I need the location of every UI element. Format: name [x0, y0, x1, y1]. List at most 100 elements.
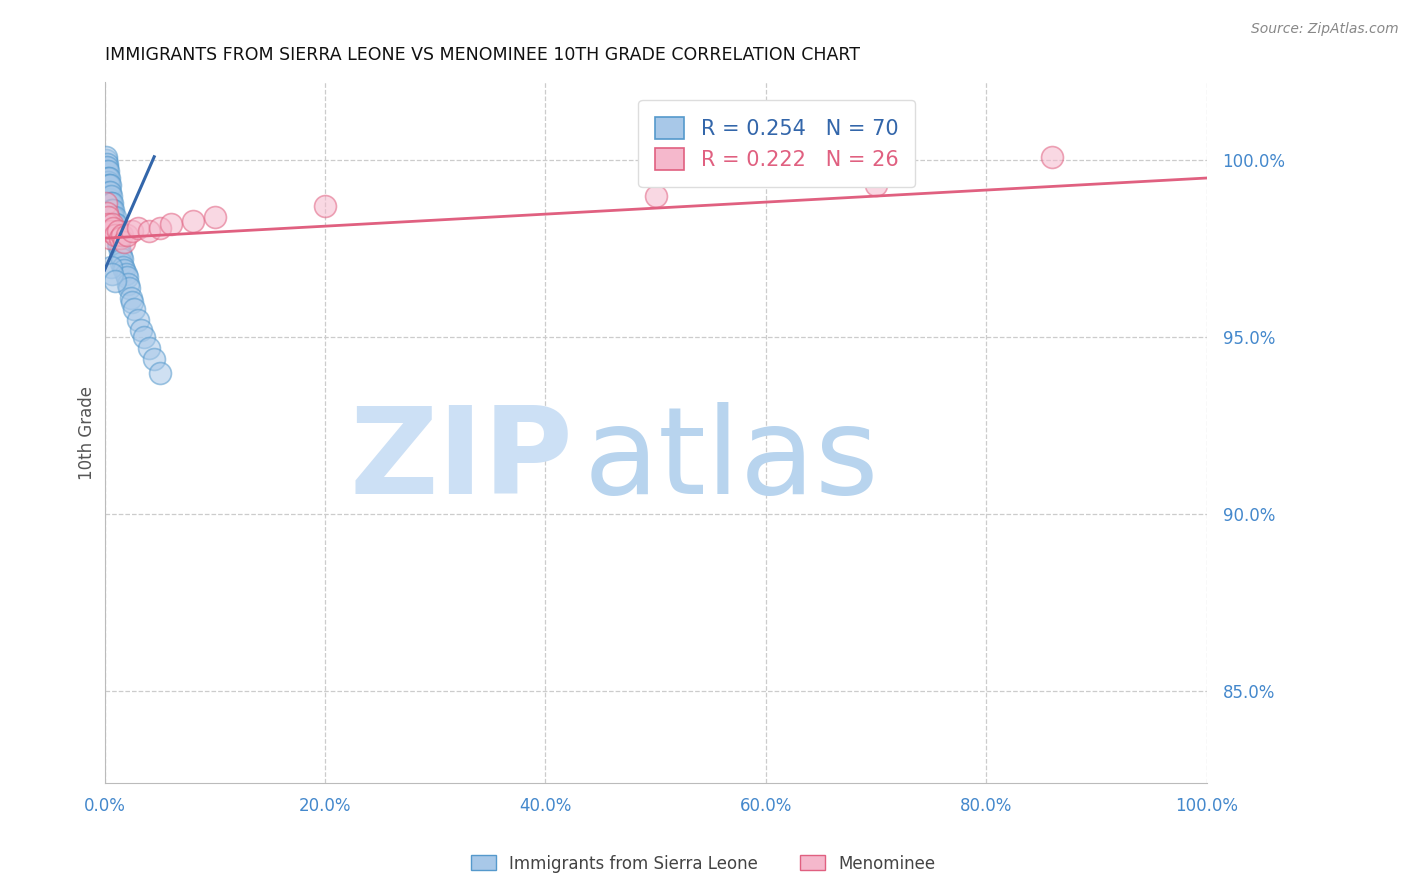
Point — [204, 210, 226, 224]
Point — [103, 217, 125, 231]
Point — [94, 195, 117, 210]
Point — [1040, 150, 1063, 164]
Point — [100, 188, 122, 202]
Legend: R = 0.254   N = 70, R = 0.222   N = 26: R = 0.254 N = 70, R = 0.222 N = 26 — [638, 100, 915, 187]
Point — [143, 351, 166, 366]
Point — [100, 224, 122, 238]
Point — [110, 256, 132, 270]
Point — [98, 178, 121, 193]
Point — [149, 366, 172, 380]
Point — [98, 171, 121, 186]
Point — [98, 185, 121, 199]
Point — [129, 323, 152, 337]
Point — [94, 175, 117, 189]
Point — [108, 245, 131, 260]
Point — [181, 213, 204, 227]
Point — [159, 217, 181, 231]
Text: atlas: atlas — [583, 402, 880, 519]
Point — [96, 178, 118, 193]
Point — [101, 217, 124, 231]
Text: Source: ZipAtlas.com: Source: ZipAtlas.com — [1251, 22, 1399, 37]
Point — [96, 164, 118, 178]
Y-axis label: 10th Grade: 10th Grade — [79, 386, 96, 480]
Point — [94, 153, 117, 168]
Point — [107, 231, 129, 245]
Point — [138, 341, 160, 355]
Point — [97, 217, 120, 231]
Point — [96, 171, 118, 186]
Point — [114, 263, 136, 277]
Point — [865, 178, 887, 193]
Point — [98, 202, 121, 217]
Point — [107, 224, 129, 238]
Point — [97, 171, 120, 186]
Point — [96, 150, 118, 164]
Point — [105, 224, 128, 238]
Point — [111, 252, 134, 267]
Point — [115, 270, 138, 285]
Point — [94, 164, 117, 178]
Point — [97, 210, 120, 224]
Point — [108, 231, 131, 245]
Point — [94, 188, 117, 202]
Point — [98, 199, 121, 213]
Point — [127, 220, 149, 235]
Point — [117, 277, 139, 292]
Point — [120, 292, 142, 306]
Point — [96, 181, 118, 195]
Point — [103, 227, 125, 242]
Point — [101, 210, 124, 224]
Text: IMMIGRANTS FROM SIERRA LEONE VS MENOMINEE 10TH GRADE CORRELATION CHART: IMMIGRANTS FROM SIERRA LEONE VS MENOMINE… — [104, 46, 859, 64]
Point — [101, 195, 124, 210]
Point — [100, 195, 122, 210]
Point — [97, 178, 120, 193]
Point — [96, 206, 118, 220]
Point — [98, 195, 121, 210]
Point — [97, 185, 120, 199]
Point — [138, 224, 160, 238]
Point — [100, 202, 122, 217]
Point — [114, 267, 136, 281]
Point — [103, 220, 125, 235]
Point — [114, 235, 136, 249]
Point — [103, 210, 125, 224]
Point — [134, 330, 156, 344]
Text: ZIP: ZIP — [349, 402, 572, 519]
Point — [101, 267, 124, 281]
Point — [149, 220, 172, 235]
Point — [115, 227, 138, 242]
Point — [118, 281, 141, 295]
Point — [110, 249, 132, 263]
Point — [124, 301, 146, 316]
Point — [107, 238, 129, 252]
Point — [100, 260, 122, 274]
Point — [104, 217, 127, 231]
Point — [94, 168, 117, 182]
Point — [97, 164, 120, 178]
Legend: Immigrants from Sierra Leone, Menominee: Immigrants from Sierra Leone, Menominee — [464, 848, 942, 880]
Point — [644, 188, 666, 202]
Point — [98, 185, 121, 199]
Point — [103, 210, 125, 224]
Point — [97, 206, 120, 220]
Point — [314, 199, 336, 213]
Point — [100, 210, 122, 224]
Point — [96, 161, 118, 175]
Point — [98, 192, 121, 206]
Point — [103, 202, 125, 217]
Point — [111, 227, 134, 242]
Point — [127, 312, 149, 326]
Point — [121, 224, 143, 238]
Point — [98, 178, 121, 193]
Point — [108, 238, 131, 252]
Point — [97, 175, 120, 189]
Point — [112, 260, 135, 274]
Point — [98, 224, 121, 238]
Point — [96, 192, 118, 206]
Point — [104, 224, 127, 238]
Point — [97, 195, 120, 210]
Point — [101, 202, 124, 217]
Point — [103, 274, 125, 288]
Point — [96, 157, 118, 171]
Point — [94, 161, 117, 175]
